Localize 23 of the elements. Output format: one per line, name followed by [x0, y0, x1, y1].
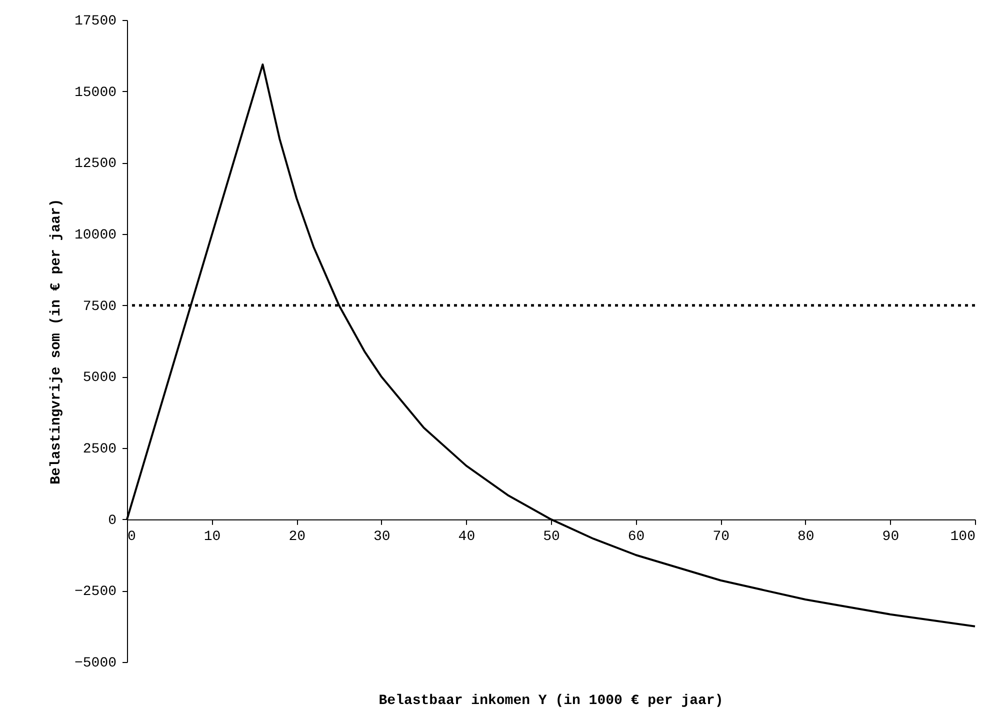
x-tick-label: 0: [128, 528, 136, 545]
y-tick-label: 7500: [82, 298, 116, 315]
y-tick-label: 2500: [82, 442, 116, 458]
x-tick-label: 10: [204, 528, 221, 545]
y-tick-label: 15000: [74, 84, 116, 101]
x-tick-label: 20: [288, 528, 306, 545]
x-tick-label: 40: [458, 528, 476, 545]
x-tick-label: 100: [950, 528, 976, 545]
x-axis-title: Belastbaar inkomen Y (in 1000 € per jaar): [378, 693, 724, 709]
y-tick-label: 12500: [74, 156, 116, 172]
x-tick-label: 30: [373, 528, 390, 545]
x-tick-label: 60: [628, 528, 645, 545]
y-tick-label: 0: [108, 512, 116, 529]
x-tick-label: 90: [882, 528, 900, 545]
x-tick-label: 70: [712, 528, 730, 545]
y-tick-label: 10000: [74, 228, 116, 244]
y-axis-title: Belastingvrije som (in € per jaar): [48, 198, 64, 484]
y-tick-label: −2500: [74, 584, 116, 600]
x-tick-label: 50: [543, 528, 560, 545]
y-tick-label: 5000: [82, 370, 116, 386]
x-tick-label: 80: [797, 528, 814, 545]
y-tick-label: −5000: [74, 656, 116, 672]
y-tick-label: 17500: [74, 14, 116, 30]
